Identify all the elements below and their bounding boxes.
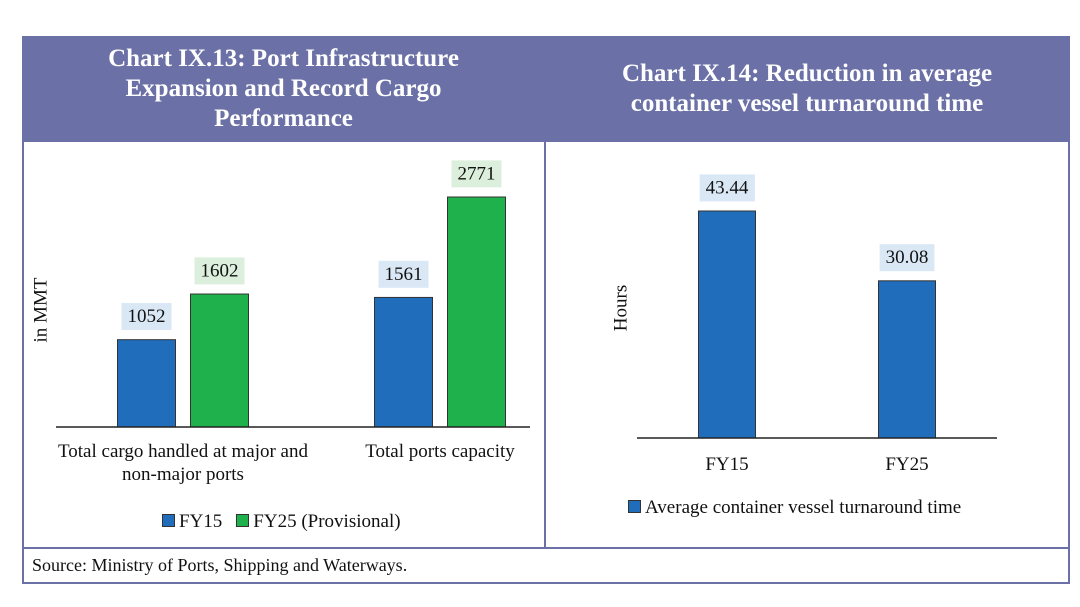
legend-label: Average container vessel turnaround time [645,497,962,518]
data-label-bg [194,257,245,285]
x-tick-label: Total ports capacity [365,441,515,462]
bar [117,339,176,428]
chart-title: Chart IX.14: Reduction in average contai… [546,36,1068,142]
legend-swatch [628,500,641,513]
legend: FY15 FY25 (Provisional) [162,510,482,533]
data-label: 1561 [385,264,423,285]
bar [698,210,756,439]
y-axis-label: Hours [610,285,631,331]
legend-swatch [236,514,250,527]
data-label: 30.08 [886,247,929,268]
legend-label: FY25 (Provisional) [253,511,401,532]
legend-item: FY15 [162,511,222,532]
chart-title: Chart IX.13: Port Infrastructure Expansi… [22,36,545,142]
divider [544,36,546,548]
x-tick-label: Total cargo handled at major and non-maj… [58,441,308,485]
data-label-bg [451,160,502,188]
data-label-bg [699,174,755,202]
divider [22,547,1068,549]
bar [374,296,433,428]
bar [447,196,506,428]
data-label-bg [378,260,429,288]
data-label-bg [121,303,172,331]
data-label-bg [879,244,935,272]
x-tick-label: FY15 [705,454,749,475]
data-label: 43.44 [706,177,749,198]
source-note: Source: Ministry of Ports, Shipping and … [32,555,408,575]
bar [878,280,936,439]
legend-swatch [162,514,175,527]
legend-item: FY25 (Provisional) [236,511,401,532]
data-label: 1602 [201,260,239,281]
data-label: 2771 [458,163,496,184]
bar [190,293,249,428]
y-axis-label: in MMT [30,277,51,342]
data-label: 1052 [128,306,166,327]
legend-label: FY15 [179,511,223,532]
legend: Average container vessel turnaround time [628,496,998,519]
legend-item: Average container vessel turnaround time [628,497,961,518]
x-tick-label: FY25 [885,454,929,475]
